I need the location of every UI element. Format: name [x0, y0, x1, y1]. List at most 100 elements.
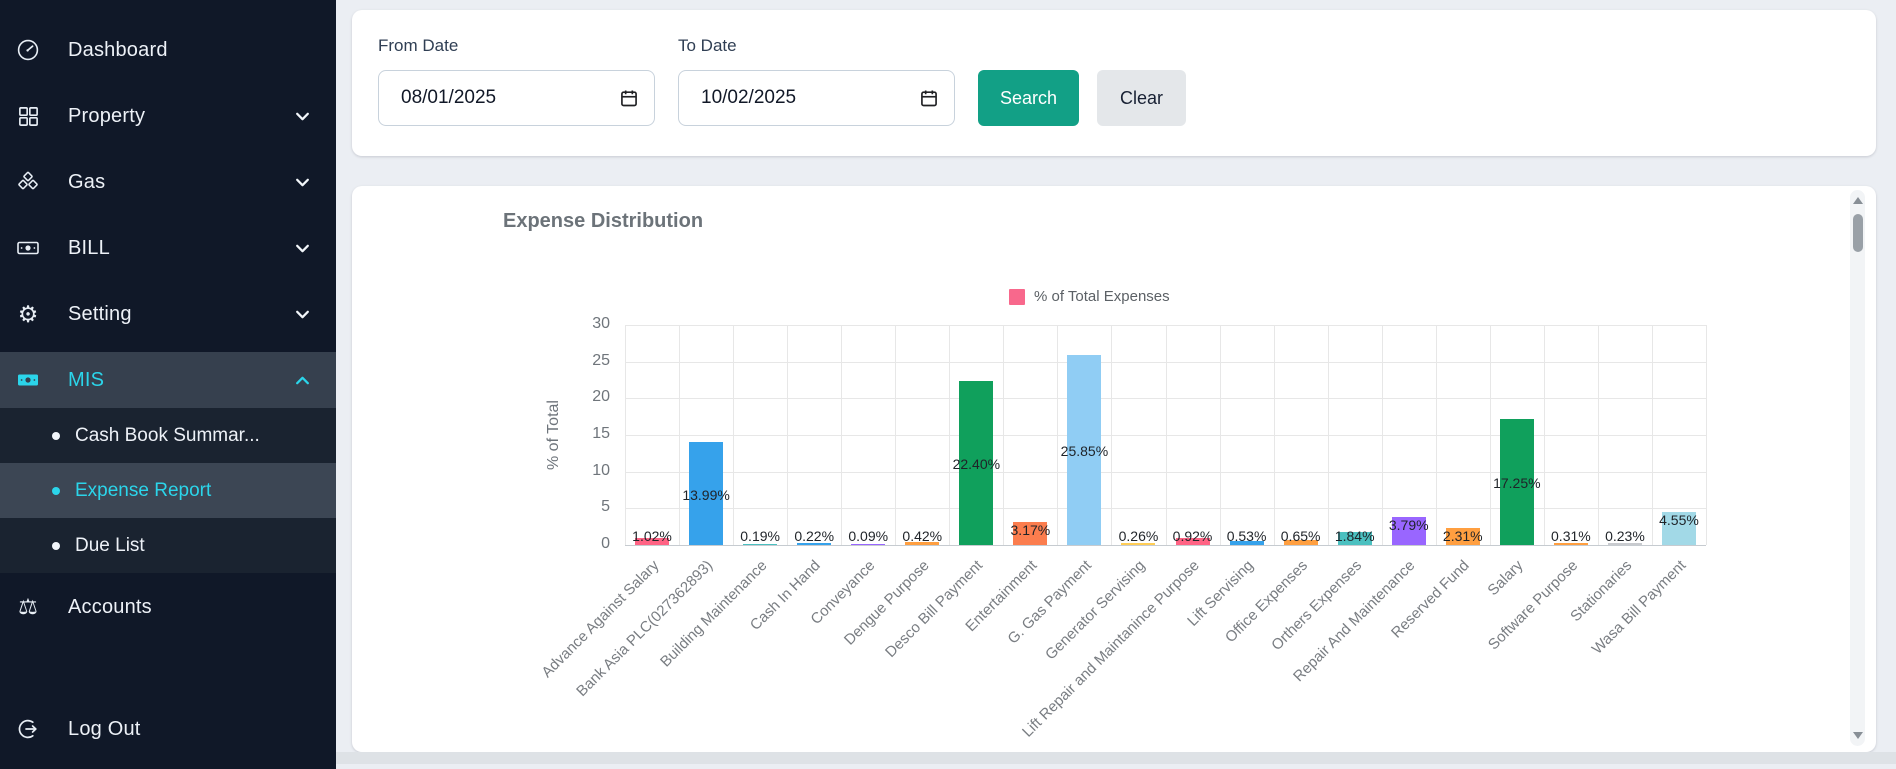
cubes-icon: [14, 170, 42, 194]
bullet-icon: [52, 486, 60, 495]
to-date-input[interactable]: [678, 70, 955, 126]
y-tick-label: 20: [592, 388, 610, 406]
horizontal-scrollbar[interactable]: [336, 752, 1896, 764]
v-gridline: [1273, 325, 1275, 545]
x-category-label: Wasa Bill Payment: [1588, 557, 1689, 658]
bar-18: [1607, 543, 1642, 545]
sidebar-subitem-label: Due List: [75, 534, 145, 556]
sidebar-item-setting[interactable]: ⚙ Setting: [0, 283, 336, 345]
chevron-down-icon: [294, 306, 311, 323]
banknote-icon: [14, 236, 42, 260]
y-tick-label: 15: [592, 425, 610, 442]
bar-12: [1283, 540, 1318, 545]
bar-value-label: 0.22%: [794, 528, 835, 544]
sidebar-item-label: BILL: [68, 236, 110, 259]
v-gridline: [1651, 325, 1653, 545]
chart-card: Expense Distribution % of Total Expenses…: [352, 186, 1876, 752]
bar-value-label: 0.23%: [1605, 528, 1645, 544]
sidebar-item-gas[interactable]: Gas: [0, 151, 336, 213]
x-category-label: Generator Servising: [1042, 557, 1149, 664]
y-tick-label: 10: [592, 461, 610, 479]
sidebar-subitem-cash-book-summary[interactable]: Cash Book Summar...: [0, 408, 336, 463]
filter-card: From Date To Date Search Clear: [352, 10, 1876, 156]
bar-value-label: 0.09%: [848, 528, 889, 544]
bar-value-label: 3.79%: [1388, 517, 1429, 534]
v-gridline: [1543, 325, 1545, 545]
bar-value-label: 4.55%: [1659, 511, 1699, 528]
v-gridline: [1435, 325, 1437, 545]
bar-value-label: 1.84%: [1334, 528, 1375, 544]
bar-9: [1121, 543, 1156, 545]
chevron-down-icon: [294, 108, 311, 125]
bar-10: [1175, 538, 1210, 545]
sidebar-item-dashboard[interactable]: Dashboard: [0, 19, 336, 81]
v-gridline: [841, 325, 843, 545]
bar-value-label: 13.99%: [682, 486, 730, 503]
vertical-scrollbar[interactable]: [1850, 190, 1865, 746]
clear-button[interactable]: Clear: [1097, 70, 1186, 126]
chevron-down-icon: [294, 174, 311, 191]
to-date-label: To Date: [678, 36, 737, 55]
from-date-input[interactable]: [378, 70, 655, 126]
bar-value-label: 0.19%: [740, 528, 780, 544]
sidebar-item-bill[interactable]: BILL: [0, 217, 336, 279]
gear-icon: ⚙: [17, 300, 39, 327]
sidebar-subitem-label: Expense Report: [75, 479, 212, 501]
chart-legend[interactable]: % of Total Expenses: [1009, 288, 1170, 305]
h-gridline: [625, 545, 1706, 546]
calendar-icon[interactable]: [619, 88, 639, 113]
sidebar-item-property[interactable]: Property: [0, 85, 336, 147]
v-gridline: [1111, 325, 1113, 545]
sidebar-item-logout[interactable]: Log Out: [0, 698, 336, 760]
bar-value-label: 1.02%: [632, 528, 672, 544]
chevron-up-icon: [294, 372, 311, 389]
v-gridline: [1165, 325, 1167, 545]
sidebar-subitem-due-list[interactable]: Due List: [0, 518, 336, 573]
bullet-icon: [52, 431, 60, 440]
x-category-label: Desco Bill Payment: [882, 557, 987, 661]
bar-13: [1337, 531, 1372, 545]
bar-value-label: 22.40%: [952, 455, 1001, 472]
sidebar-item-label: Setting: [68, 302, 132, 325]
bar-6: [959, 380, 994, 545]
bar-value-label: 0.31%: [1551, 528, 1591, 544]
bar-5: [905, 541, 940, 545]
sidebar-item-mis[interactable]: MIS: [0, 352, 336, 408]
y-tick-label: 5: [601, 498, 610, 516]
sidebar-item-label: MIS: [68, 368, 105, 391]
v-gridline: [625, 325, 626, 545]
sidebar-item-label: Gas: [68, 170, 106, 193]
v-gridline: [949, 325, 951, 545]
v-gridline: [787, 325, 789, 545]
scale-icon: ⚖: [18, 594, 38, 619]
bar-0: [635, 537, 670, 545]
logout-icon: [14, 717, 42, 741]
chevron-down-icon: [294, 240, 311, 257]
x-axis-labels: Advance Against Salary Bank Asia PLC(0273…: [538, 553, 1706, 748]
y-tick-label: 25: [592, 351, 610, 369]
scroll-down-arrow-icon[interactable]: [1852, 732, 1863, 739]
mis-submenu: Cash Book Summar... Expense Report Due L…: [0, 408, 336, 573]
sidebar-item-accounts[interactable]: ⚖ Accounts: [0, 576, 336, 638]
to-date-field: [678, 70, 955, 126]
sidebar-subitem-expense-report[interactable]: Expense Report: [0, 463, 336, 518]
v-gridline: [1597, 325, 1599, 545]
scrollbar-thumb[interactable]: [1852, 214, 1863, 252]
bar-15: [1445, 528, 1480, 545]
bar-1: [689, 442, 724, 545]
bar-7: [1013, 521, 1048, 545]
sidebar: Dashboard Property Gas BILL ⚙ Setting: [0, 0, 336, 769]
scroll-up-arrow-icon[interactable]: [1852, 197, 1863, 204]
v-gridline: [733, 325, 735, 545]
search-button[interactable]: Search: [978, 70, 1079, 126]
v-gridline: [1381, 325, 1383, 545]
bar-value-label: 0.26%: [1118, 528, 1159, 544]
legend-swatch: [1009, 288, 1025, 305]
calendar-icon[interactable]: [919, 88, 939, 113]
v-gridline: [1706, 325, 1707, 545]
banknote-icon: [14, 368, 42, 392]
x-category-label: Orthers Expenses: [1267, 557, 1365, 654]
grid-icon: [14, 105, 42, 128]
from-date-field: [378, 70, 655, 126]
bar-11: [1229, 541, 1264, 545]
